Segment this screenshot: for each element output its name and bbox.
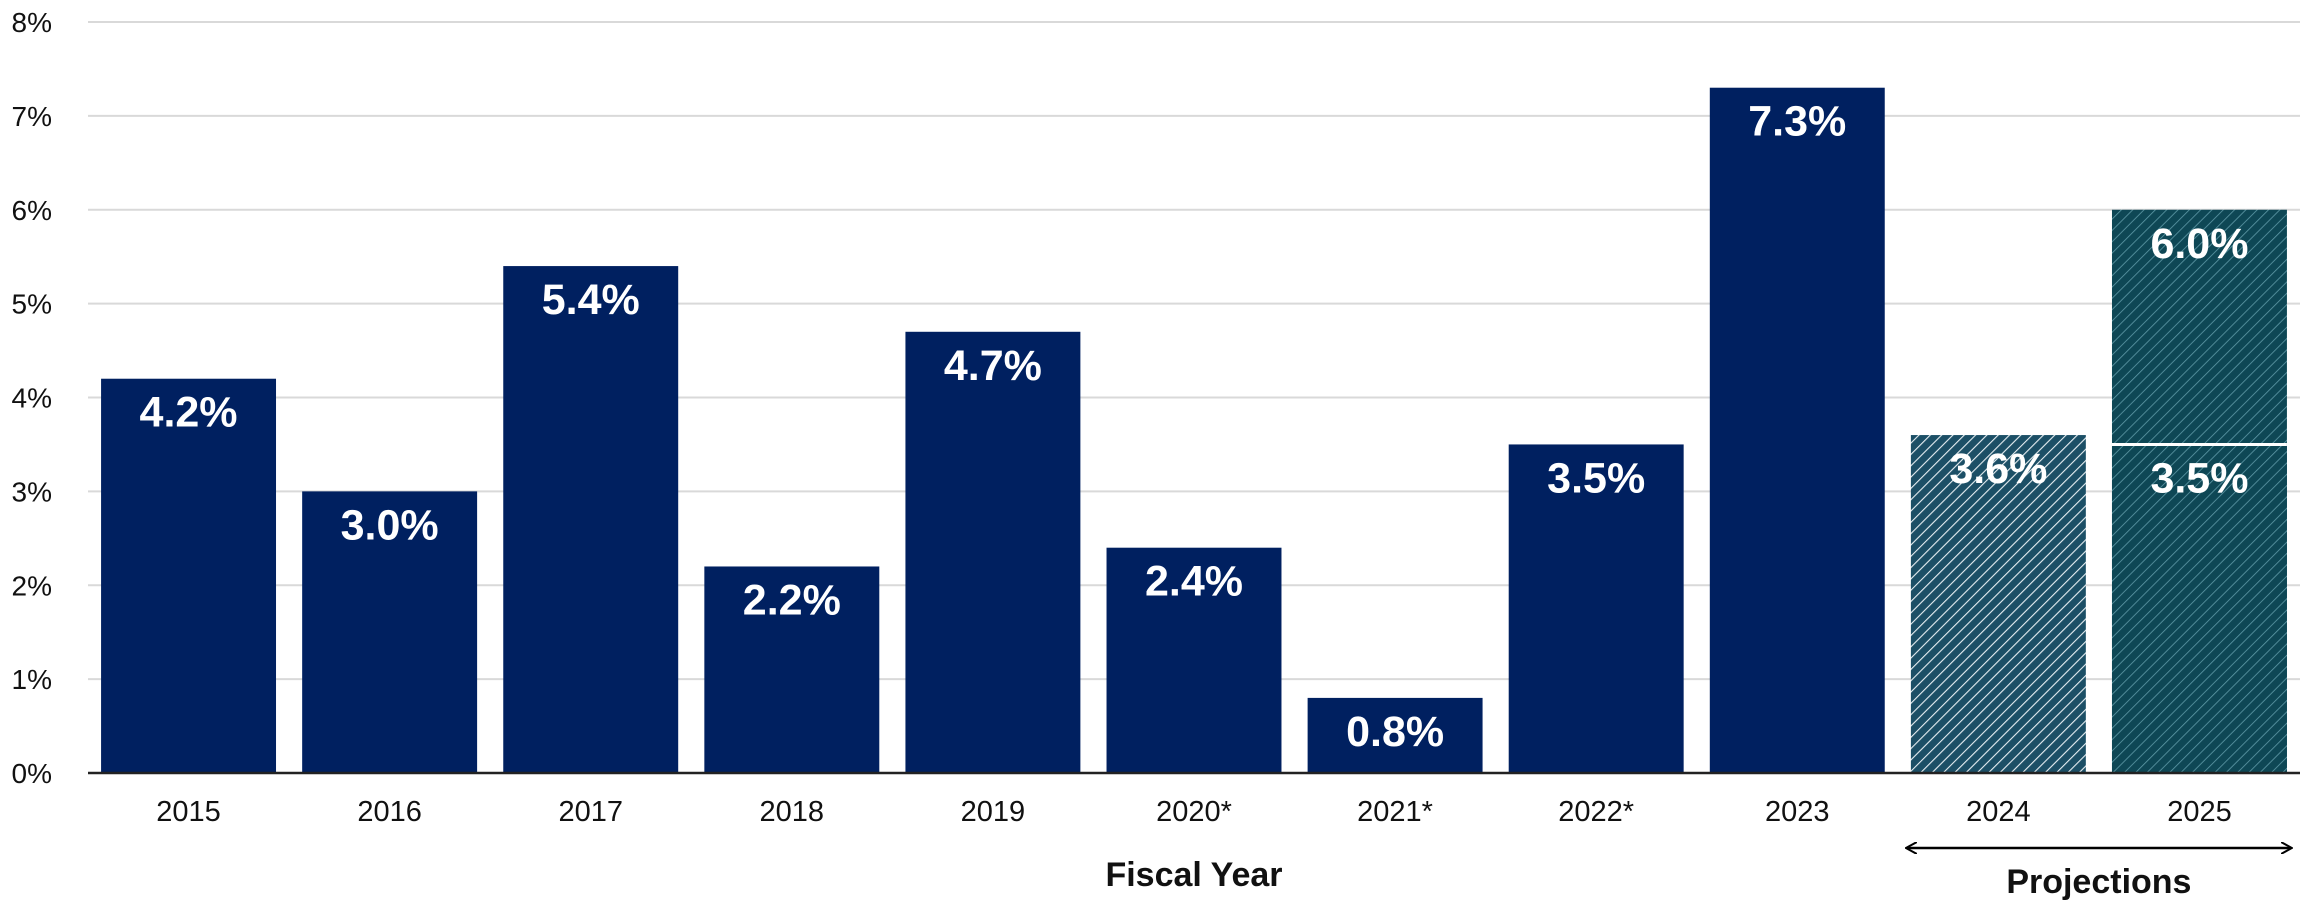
- data-label: 0.8%: [1346, 708, 1444, 756]
- x-tick-label: 2018: [760, 796, 825, 828]
- y-tick-label: 8%: [12, 7, 52, 38]
- x-tick-label: 2021*: [1357, 796, 1433, 828]
- y-tick-label: 1%: [12, 664, 52, 695]
- data-label: 3.5%: [1547, 454, 1645, 502]
- y-tick-label: 5%: [12, 289, 52, 320]
- x-axis-title: Fiscal Year: [1105, 856, 1282, 894]
- bar: [1910, 435, 2086, 773]
- x-axis-ticks: 2015 2016 2017 2018 2019 2020* 2021* 2022* 2023 2…: [156, 796, 2231, 828]
- data-label: 2.4%: [1145, 558, 1243, 606]
- bar: [101, 378, 277, 773]
- bar: [302, 491, 478, 773]
- bar: [1307, 697, 1483, 773]
- y-tick-label: 7%: [12, 101, 52, 132]
- data-label: 5.4%: [542, 276, 640, 324]
- x-tick-label: 2024: [1966, 796, 2031, 828]
- data-label: 3.5%: [2150, 454, 2248, 502]
- data-label: 3.0%: [341, 501, 439, 549]
- bar: [1106, 547, 1282, 773]
- bars: [101, 87, 2287, 773]
- bar: [704, 566, 880, 773]
- bar: [1508, 444, 1684, 773]
- projections-label: Projections: [2006, 863, 2191, 901]
- bar: [2111, 209, 2287, 773]
- x-tick-label: 2016: [357, 796, 422, 828]
- data-label: 6.0%: [2150, 220, 2248, 268]
- x-tick-label: 2022*: [1558, 796, 1634, 828]
- bar: [905, 331, 1081, 773]
- bar: [503, 266, 679, 773]
- y-tick-label: 3%: [12, 476, 52, 507]
- data-labels: 4.2% 3.0% 5.4% 2.2% 4.7% 2.4% 0.8% 3.5% 7.3% 3.6%…: [140, 98, 2249, 756]
- data-label: 7.3%: [1748, 98, 1846, 146]
- data-label: 3.6%: [1949, 445, 2047, 493]
- y-tick-label: 4%: [12, 383, 52, 414]
- y-tick-label: 0%: [12, 758, 52, 789]
- x-tick-label: 2019: [961, 796, 1026, 828]
- x-tick-label: 2015: [156, 796, 221, 828]
- data-label: 4.2%: [140, 389, 238, 437]
- x-tick-label: 2017: [558, 796, 623, 828]
- bar: [1709, 87, 1885, 773]
- y-tick-label: 2%: [12, 570, 52, 601]
- x-tick-label: 2025: [2167, 796, 2232, 828]
- data-label: 2.2%: [743, 576, 841, 624]
- data-label: 4.7%: [944, 342, 1042, 390]
- x-tick-label: 2020*: [1156, 796, 1232, 828]
- y-tick-label: 6%: [12, 195, 52, 226]
- x-tick-label: 2023: [1765, 796, 1830, 828]
- y-axis-ticks: 0% 1% 2% 3% 4% 5% 6% 7% 8%: [12, 7, 52, 789]
